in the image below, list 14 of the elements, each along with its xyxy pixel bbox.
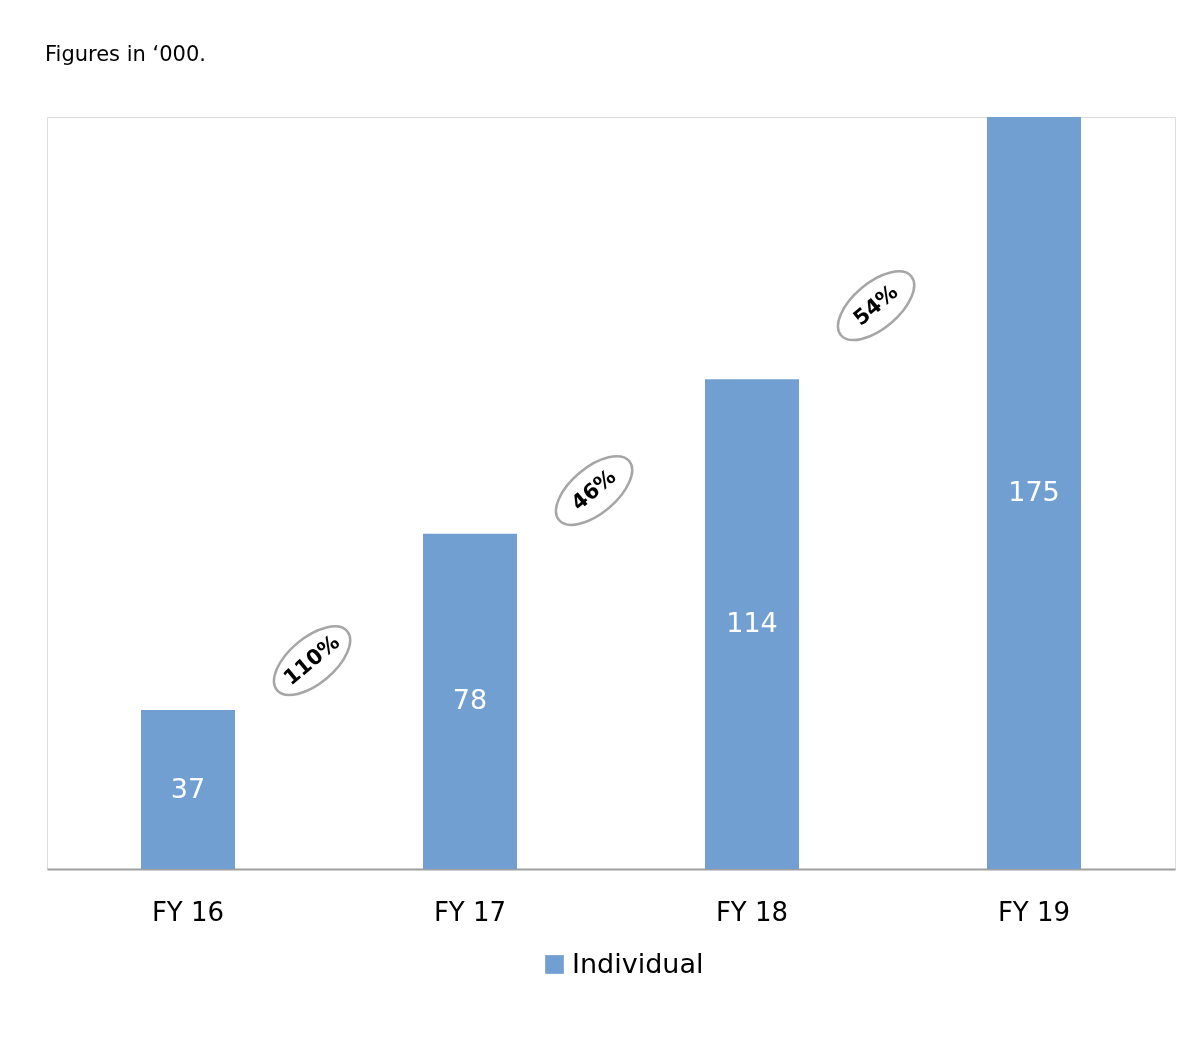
bar (141, 710, 235, 869)
x-tick-label: FY 17 (433, 896, 507, 927)
legend-label: Individual (572, 947, 704, 979)
x-tick-label: FY 19 (997, 896, 1071, 927)
chart-title: Figures in ‘000. (45, 42, 206, 66)
x-tick-label: FY 16 (151, 896, 225, 927)
data-label: 78 (452, 684, 488, 716)
data-label: 175 (1008, 476, 1060, 507)
bar (987, 117, 1081, 869)
x-tick-label: FY 18 (715, 896, 789, 927)
bar (423, 533, 517, 869)
bar (705, 379, 799, 869)
data-label: 114 (726, 607, 778, 639)
data-label: 37 (170, 772, 206, 804)
